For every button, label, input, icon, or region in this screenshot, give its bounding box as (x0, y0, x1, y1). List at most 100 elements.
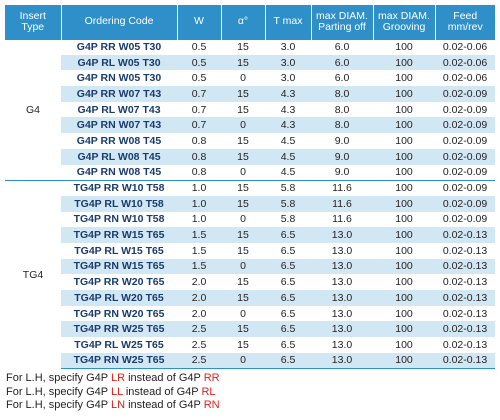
feed-value-cell: 0.02-0.09 (442, 103, 488, 116)
grooving-value-cell: 100 (395, 213, 413, 226)
ordering-code-cell: G4P RN W05 T30 (76, 72, 162, 85)
feed-value-cell: 0.02-0.13 (435, 258, 495, 275)
ordering-code-cell: TG4P RN W20 T65 (73, 307, 165, 320)
note-line: For L.H, specify G4P LN instead of G4P R… (6, 399, 220, 413)
grooving-value-cell: 100 (395, 134, 413, 147)
parting-off-value-cell: 9.0 (334, 166, 350, 179)
parting-off-value-cell: 9.0 (334, 134, 350, 147)
parting-off-value-cell: 13.0 (311, 290, 373, 306)
alpha-value-cell: 0 (240, 307, 246, 320)
feed-value-cell: 0.02-0.13 (442, 276, 488, 289)
alpha-value-cell: 15 (237, 338, 249, 351)
feed-value-cell: 0.02-0.09 (435, 179, 495, 196)
ordering-code-cell: G4P RN W08 T45 (76, 166, 162, 179)
feed-value-cell: 0.02-0.13 (435, 290, 495, 306)
ordering-code-cell: G4P RL W05 T30 (61, 54, 177, 71)
note-mid: instead of G4P (125, 399, 204, 411)
grooving-value-cell: 100 (373, 321, 435, 338)
feed-value-cell: 0.02-0.09 (435, 86, 495, 102)
t-max-value-cell: 6.5 (265, 321, 311, 338)
grooving-value-cell: 100 (373, 290, 435, 306)
grooving-value-cell: 100 (395, 72, 413, 85)
t-max-value-cell: 6.5 (280, 307, 296, 320)
grooving-value-cell: 100 (373, 179, 435, 196)
insert-type-cell: G4 (5, 38, 61, 181)
alpha-value-cell: 0 (240, 72, 246, 85)
ordering-code-cell: G4P RL W08 T45 (61, 148, 177, 165)
alpha-value-cell: 15 (221, 148, 265, 165)
w-value-cell: 2.5 (191, 338, 207, 351)
note-mid: instead of G4P (125, 372, 204, 384)
w-value-cell: 1.0 (177, 179, 221, 196)
table-row: G4P RL W07 T43 0.7 15 4.3 8.0 100 0.02-0.09 (5, 102, 495, 118)
feed-value-cell: 0.02-0.06 (435, 54, 495, 71)
ordering-code-cell: TG4P RN W15 T65 (61, 258, 177, 275)
table-row: TG4P RL W20 T65 2.0 15 6.5 13.0 100 0.02-0.13 (5, 290, 495, 306)
w-value-cell: 0.8 (177, 148, 221, 165)
t-max-value-cell: 3.0 (265, 38, 311, 55)
parting-off-value-cell: 8.0 (311, 86, 373, 102)
ordering-code-cell: TG4P RR W20 T65 (73, 276, 165, 289)
note-prefix: For L.H, specify G4P (6, 385, 111, 398)
header-w: W (177, 5, 222, 39)
grooving-value-cell: 100 (373, 227, 435, 243)
feed-value-cell: 0.02-0.09 (435, 195, 495, 212)
t-max-value-cell: 4.5 (280, 166, 296, 179)
header-insert-type: Insert Type (5, 5, 62, 39)
ordering-code-cell: TG4P RN W10 T58 (73, 213, 165, 226)
feed-value-cell: 0.02-0.09 (442, 213, 488, 226)
note-prefix: For L.H, specify G4P (6, 372, 111, 384)
note-orig: RN (203, 399, 220, 411)
grooving-value-cell: 100 (395, 244, 413, 257)
feed-value-cell: 0.02-0.13 (435, 352, 495, 369)
ordering-code-cell: TG4P RN W25 T65 (61, 352, 177, 369)
insert-type-cell: TG4 (5, 179, 61, 369)
t-max-value-cell: 4.5 (265, 148, 311, 165)
table-row: G4P RN W05 T30 0.5 0 3.0 6.0 100 0.02-0.06 (5, 70, 495, 86)
table-row: G4 G4P RR W05 T30 0.5 15 3.0 6.0 100 0.02-0.06 (5, 38, 495, 181)
t-max-value-cell: 4.3 (265, 117, 311, 134)
header-feed: Feed mm/rev (435, 5, 495, 39)
w-value-cell: 0.8 (191, 134, 207, 147)
grooving-value-cell: 100 (395, 103, 413, 116)
alpha-value-cell: 15 (221, 38, 265, 55)
feed-value-cell: 0.02-0.09 (442, 166, 488, 179)
t-max-value-cell: 5.8 (265, 179, 311, 196)
t-max-value-cell: 3.0 (280, 72, 296, 85)
note-alt: LR (110, 372, 126, 384)
alpha-value-cell: 15 (221, 195, 265, 212)
feed-value-cell: 0.02-0.06 (435, 38, 495, 55)
alpha-value-cell: 15 (237, 103, 249, 116)
alpha-value-cell: 15 (221, 227, 265, 243)
t-max-value-cell: 5.8 (265, 195, 311, 212)
ordering-code-cell: G4P RL W07 T43 (77, 103, 161, 116)
w-value-cell: 0.5 (177, 38, 221, 55)
ordering-code-cell: TG4P RR W25 T65 (61, 321, 177, 338)
note-orig: RL (201, 385, 216, 398)
w-value-cell: 0.7 (177, 117, 221, 134)
header-ordering-code: Ordering Code (61, 5, 178, 39)
w-value-cell: 0.7 (191, 103, 207, 116)
ordering-code-cell: G4P RN W07 T43 (61, 117, 177, 134)
note-prefix: For L.H, specify G4P (6, 399, 111, 411)
alpha-value-cell: 15 (221, 86, 265, 102)
t-max-value-cell: 6.5 (280, 276, 296, 289)
alpha-value-cell: 15 (221, 54, 265, 71)
alpha-value-cell: 15 (237, 276, 249, 289)
table-row: TG4P RN W15 T65 1.5 0 6.5 13.0 100 0.02-0.13 (5, 258, 495, 275)
table-row: TG4P RL W15 T65 1.5 15 6.5 13.0 100 0.02-0.13 (5, 243, 495, 259)
parting-off-value-cell: 6.0 (311, 54, 373, 71)
table-row: G4P RN W08 T45 0.8 0 4.5 9.0 100 0.02-0.09 (5, 165, 495, 181)
t-max-value-cell: 6.5 (265, 258, 311, 275)
table-body: G4 G4P RR W05 T30 0.5 15 3.0 6.0 100 0.02-0.06 G… (5, 38, 495, 369)
grooving-value-cell: 100 (373, 54, 435, 71)
feed-value-cell: 0.02-0.13 (442, 307, 488, 320)
grooving-value-cell: 100 (395, 276, 413, 289)
note-line: For L.H, specify G4P LR instead of G4P R… (6, 372, 220, 386)
w-value-cell: 1.0 (191, 213, 207, 226)
parting-off-value-cell: 13.0 (311, 258, 373, 275)
feed-value-cell: 0.02-0.13 (435, 321, 495, 338)
w-value-cell: 0.5 (191, 72, 207, 85)
